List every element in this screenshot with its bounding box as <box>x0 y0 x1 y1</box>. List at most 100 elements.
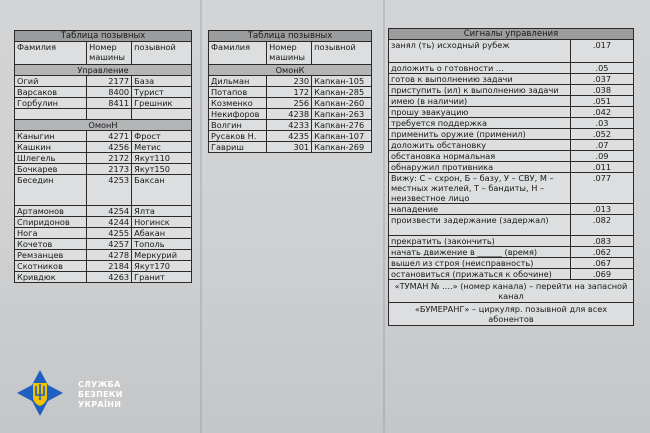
callsign-cell: Якут170 <box>131 260 192 272</box>
vehicle-number-cell: 4255 <box>86 227 133 239</box>
signal-row: требуется поддержка .03 <box>388 117 634 129</box>
table-row: Кривдюк 4263 Гранит <box>13 271 192 283</box>
vehicle-number-cell: 4235 <box>266 130 313 142</box>
signal-row: прошу эвакуацию .042 <box>388 106 634 118</box>
callsign-table-left: Таблица позывных Фамилия Номер машины позыв… <box>13 30 192 283</box>
signal-code: .013 <box>570 203 634 215</box>
signal-code: .069 <box>570 268 634 280</box>
signal-row: произвести задержание (задержал) .082 <box>388 214 634 236</box>
callsign-cell: Гранит <box>131 271 192 283</box>
surname-cell: Варсаков <box>13 86 88 98</box>
signal-code: .051 <box>570 95 634 107</box>
signal-code: .037 <box>570 73 634 85</box>
signal-code: .042 <box>570 106 634 118</box>
surname-cell: Спиридонов <box>13 216 88 228</box>
section-title: ОмонН <box>14 119 192 131</box>
header-row: Фамилия Номер машины позывной <box>207 41 372 65</box>
vehicle-number-cell: 4278 <box>86 249 133 261</box>
note-row: «БУМЕРАНГ» – циркуляр. позывной для всех… <box>388 302 634 326</box>
signal-meaning: обстановка нормальная <box>388 150 571 162</box>
vehicle-number-cell: 4253 <box>86 174 133 206</box>
callsign-cell: Капкан-263 <box>311 108 372 120</box>
vehicle-number-cell: 172 <box>266 86 313 98</box>
callsign-cell: Капкан-105 <box>311 75 372 87</box>
callsign-cell: Грешник <box>131 97 192 109</box>
logo-line: УКРАЇНИ <box>78 400 122 409</box>
column-header: позывной <box>311 41 372 65</box>
sbu-logo-text: СЛУЖБА БЕЗПЕКИ УКРАЇНИ <box>78 380 123 410</box>
surname-cell: Кривдюк <box>13 271 88 283</box>
signal-row: остановиться (прижаться к обочине) .069 <box>388 268 634 280</box>
surname-cell <box>13 108 88 120</box>
signal-code: .082 <box>570 214 634 236</box>
signal-meaning: приступить (ил) к выполнению задачи <box>388 84 571 96</box>
signal-code: .077 <box>570 172 634 204</box>
table-row: Шлегель 2172 Якут110 <box>13 152 192 164</box>
signal-meaning: требуется поддержка <box>388 117 571 129</box>
callsign-cell: Ногинск <box>131 216 192 228</box>
table-row: Некифоров 4238 Капкан-263 <box>207 108 372 120</box>
vehicle-number-cell: 301 <box>266 141 313 153</box>
table-title: Сигналы управления <box>388 28 634 40</box>
section-title: Управление <box>14 64 192 76</box>
surname-cell: Бочкарев <box>13 163 88 175</box>
surname-cell: Шлегель <box>13 152 88 164</box>
vehicle-number-cell: 4238 <box>266 108 313 120</box>
channel-note: «ТУМАН № ....» (номер канала) – перейти … <box>388 279 634 303</box>
vehicle-number-cell: 4254 <box>86 205 133 217</box>
vehicle-number-cell: 4233 <box>266 119 313 131</box>
channel-note: «БУМЕРАНГ» – циркуляр. позывной для всех… <box>388 302 634 326</box>
table-row: Артамонов 4254 Ялта <box>13 205 192 217</box>
vehicle-number-cell: 2177 <box>86 75 133 87</box>
table-row: Горбулин 8411 Грешник <box>13 97 192 109</box>
table-title: Таблица позывных <box>208 30 372 42</box>
signal-meaning: прошу эвакуацию <box>388 106 571 118</box>
surname-cell: Огий <box>13 75 88 87</box>
signal-code: .067 <box>570 257 634 269</box>
surname-cell: Русаков Н. <box>207 130 268 142</box>
surname-cell: Кочетов <box>13 238 88 250</box>
signal-meaning: начать движение в ______ (время) <box>388 246 571 258</box>
signal-row: обнаружил противника .011 <box>388 161 634 173</box>
header-row: Фамилия Номер машины позывной <box>13 41 192 65</box>
signal-meaning: произвести задержание (задержал) <box>388 214 571 236</box>
surname-cell: Козменко <box>207 97 268 109</box>
table-row: Гавриш 301 Капкан-269 <box>207 141 372 153</box>
table-row: Русаков Н. 4235 Капкан-107 <box>207 130 372 142</box>
signal-meaning: доложить о готовности ... <box>388 62 571 74</box>
surname-cell: Беседин <box>13 174 88 206</box>
logo-line: СЛУЖБА <box>78 380 121 389</box>
surname-cell: Ремзанцев <box>13 249 88 261</box>
signal-row: готов к выполнению задачи .037 <box>388 73 634 85</box>
signal-code: .062 <box>570 246 634 258</box>
signal-code: .017 <box>570 39 634 63</box>
signal-row: имею (в наличии) .051 <box>388 95 634 107</box>
signal-code: .07 <box>570 139 634 151</box>
callsign-cell: Капкан-285 <box>311 86 372 98</box>
section-row: Управление <box>14 64 192 76</box>
vehicle-number-cell: 2172 <box>86 152 133 164</box>
callsign-cell: Турист <box>131 86 192 98</box>
table-row: Потапов 172 Капкан-285 <box>207 86 372 98</box>
control-signals-table: Сигналы управления занял (ть) исходный ру… <box>388 28 634 326</box>
signal-code: .083 <box>570 235 634 247</box>
vehicle-number-cell <box>86 108 133 120</box>
surname-cell: Гавриш <box>207 141 268 153</box>
signal-meaning: прекратить (закончить) <box>388 235 571 247</box>
signal-meaning: остановиться (прижаться к обочине) <box>388 268 571 280</box>
callsign-cell: Тополь <box>131 238 192 250</box>
table-row: Огий 2177 База <box>13 75 192 87</box>
vehicle-number-cell: 4271 <box>86 130 133 142</box>
signal-row: начать движение в ______ (время) .062 <box>388 246 634 258</box>
signal-row: доложить о готовности ... .05 <box>388 62 634 74</box>
vehicle-number-cell: 4257 <box>86 238 133 250</box>
signal-code: .09 <box>570 150 634 162</box>
section-title: ОмонК <box>208 64 372 76</box>
table-row: Ремзанцев 4278 Меркурий <box>13 249 192 261</box>
surname-cell: Скотников <box>13 260 88 272</box>
callsign-cell: Капкан-269 <box>311 141 372 153</box>
table-row <box>13 108 192 120</box>
signal-code: .011 <box>570 161 634 173</box>
paper-fold <box>383 0 385 433</box>
callsign-cell: Капкан-260 <box>311 97 372 109</box>
